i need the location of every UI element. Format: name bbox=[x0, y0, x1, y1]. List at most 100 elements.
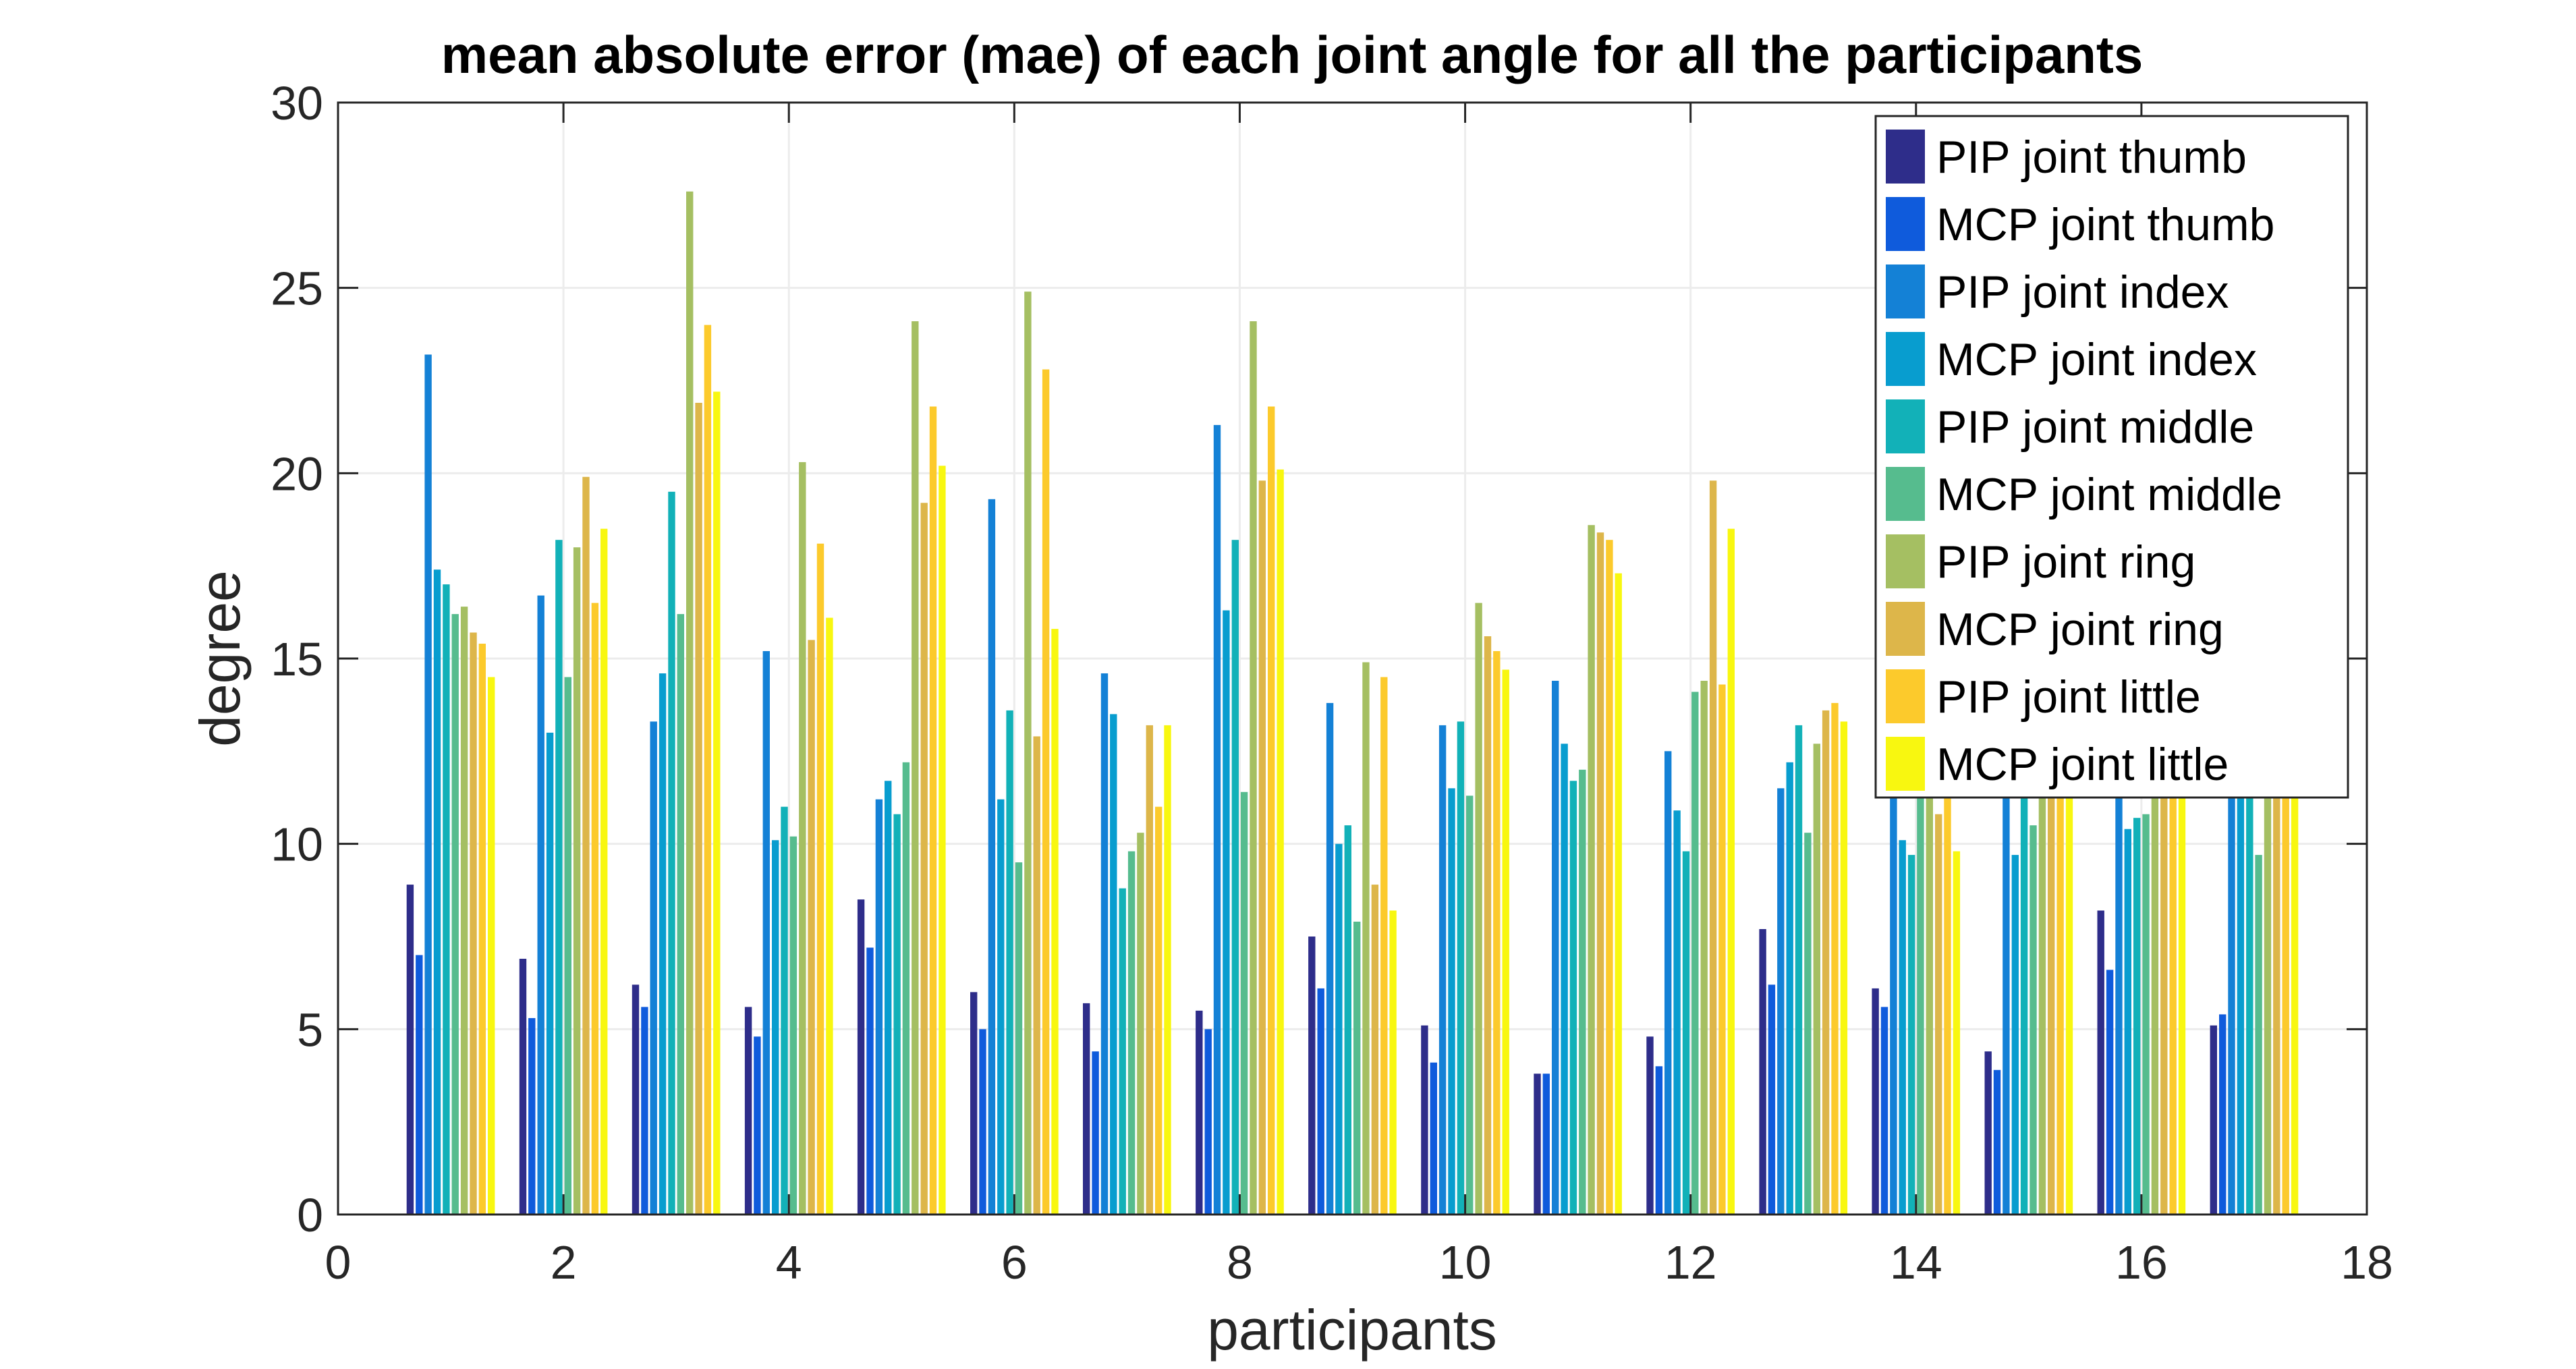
bar bbox=[2133, 818, 2141, 1214]
bar bbox=[470, 632, 477, 1214]
bar bbox=[772, 840, 779, 1214]
bar bbox=[754, 1036, 761, 1214]
bar bbox=[893, 814, 901, 1214]
bar bbox=[2255, 855, 2262, 1214]
bar bbox=[677, 614, 684, 1214]
bar bbox=[1493, 651, 1501, 1214]
bar bbox=[1475, 603, 1482, 1214]
bar bbox=[2169, 769, 2177, 1214]
bar bbox=[2011, 855, 2019, 1214]
bar bbox=[1127, 851, 1136, 1214]
bar bbox=[1308, 937, 1316, 1214]
bar bbox=[546, 732, 554, 1214]
bar bbox=[1655, 1066, 1663, 1214]
bar bbox=[1691, 692, 1699, 1214]
bar bbox=[1240, 791, 1248, 1214]
x-tick-label: 2 bbox=[551, 1236, 577, 1289]
bar bbox=[1100, 673, 1109, 1214]
legend-swatch bbox=[1886, 534, 1925, 588]
bar bbox=[1438, 725, 1447, 1214]
bar bbox=[1984, 1051, 1992, 1214]
bar bbox=[1944, 769, 1951, 1214]
legend-swatch bbox=[1886, 602, 1925, 656]
bar bbox=[704, 325, 712, 1215]
bar bbox=[478, 644, 486, 1214]
legend-entry: PIP joint thumb bbox=[1936, 132, 2247, 183]
bar bbox=[1646, 1036, 1654, 1214]
bar bbox=[1196, 1010, 1203, 1214]
bar bbox=[632, 984, 640, 1214]
bar bbox=[1673, 810, 1681, 1214]
bar bbox=[816, 543, 824, 1214]
bar bbox=[1542, 1073, 1550, 1214]
bar bbox=[668, 491, 675, 1214]
bar bbox=[1137, 833, 1144, 1214]
bar bbox=[2178, 769, 2186, 1214]
bar bbox=[1448, 788, 1455, 1214]
bar bbox=[2115, 769, 2123, 1214]
bar bbox=[1880, 1007, 1888, 1214]
bar bbox=[555, 540, 563, 1214]
bar bbox=[2219, 1014, 2227, 1214]
legend-swatch bbox=[1886, 737, 1925, 791]
bar bbox=[406, 885, 414, 1214]
bar bbox=[2056, 769, 2064, 1214]
bar bbox=[979, 1029, 986, 1214]
bar bbox=[1164, 725, 1171, 1214]
y-tick-label: 10 bbox=[271, 818, 323, 871]
legend-swatch bbox=[1886, 399, 1925, 453]
bar bbox=[1840, 721, 1848, 1214]
bar bbox=[1155, 806, 1163, 1214]
bar bbox=[433, 569, 441, 1214]
legend-entry: MCP joint index bbox=[1936, 334, 2257, 385]
bar bbox=[997, 799, 1005, 1214]
bar bbox=[2151, 769, 2159, 1214]
bar bbox=[2038, 769, 2046, 1214]
bar bbox=[1042, 369, 1050, 1214]
x-tick-label: 12 bbox=[1664, 1236, 1717, 1289]
bar bbox=[2029, 825, 2037, 1214]
bar bbox=[1024, 291, 1032, 1215]
bar bbox=[2282, 769, 2289, 1214]
bar bbox=[929, 406, 937, 1214]
bar bbox=[1119, 888, 1126, 1214]
bar bbox=[641, 1007, 648, 1214]
bar bbox=[1727, 528, 1735, 1214]
bar bbox=[2020, 769, 2028, 1214]
bar bbox=[2273, 769, 2280, 1214]
bar bbox=[686, 191, 694, 1214]
y-tick-label: 25 bbox=[271, 262, 323, 315]
bar bbox=[970, 992, 978, 1214]
bar bbox=[537, 595, 544, 1214]
bar bbox=[443, 584, 450, 1214]
x-tick-label: 16 bbox=[2115, 1236, 2168, 1289]
bar bbox=[1534, 1073, 1541, 1214]
y-tick-label: 30 bbox=[271, 77, 323, 130]
bar bbox=[2003, 769, 2010, 1214]
bar bbox=[1502, 669, 1509, 1214]
bar bbox=[1993, 1069, 2001, 1214]
bar bbox=[885, 781, 892, 1214]
bar bbox=[1786, 762, 1793, 1214]
bar bbox=[2048, 769, 2055, 1214]
bar bbox=[902, 762, 910, 1214]
bar bbox=[1326, 702, 1334, 1214]
bar bbox=[1083, 1003, 1090, 1214]
bar bbox=[695, 403, 702, 1214]
bar bbox=[1615, 573, 1622, 1214]
bar bbox=[1457, 721, 1465, 1214]
x-axis-label: participants bbox=[1207, 1298, 1497, 1362]
bar bbox=[939, 466, 946, 1214]
bar bbox=[600, 528, 608, 1214]
bar bbox=[582, 476, 590, 1214]
bar bbox=[1421, 1025, 1428, 1214]
bar bbox=[2264, 769, 2272, 1214]
y-tick-label: 0 bbox=[297, 1189, 323, 1241]
bar bbox=[2228, 769, 2235, 1214]
bar bbox=[781, 806, 788, 1214]
bar bbox=[2291, 769, 2299, 1214]
bar bbox=[762, 651, 770, 1214]
bar bbox=[1777, 788, 1785, 1214]
bar bbox=[2142, 814, 2150, 1214]
bar bbox=[1795, 725, 1803, 1214]
